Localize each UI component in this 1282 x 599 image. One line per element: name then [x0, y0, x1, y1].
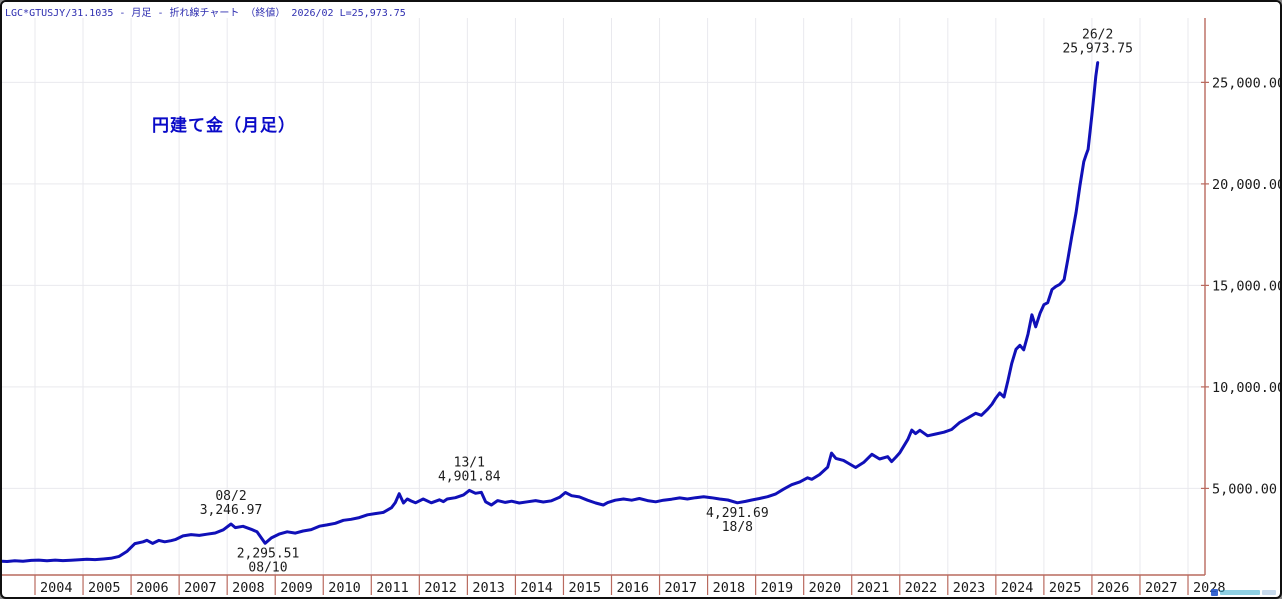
price-annotation: 08/10	[248, 560, 287, 575]
y-tick-label: 10,000.00	[1212, 380, 1280, 396]
x-tick-label: 2005	[88, 580, 121, 596]
x-tick-label: 2016	[617, 580, 650, 596]
y-tick-label: 25,000.00	[1212, 75, 1280, 91]
watermark-block	[1211, 588, 1218, 596]
x-tick-label: 2022	[905, 580, 938, 596]
x-tick-label: 2018	[713, 580, 746, 596]
x-tick-label: 2023	[953, 580, 986, 596]
watermark-block	[1262, 589, 1276, 595]
chart-title: 円建て金（月足）	[152, 116, 296, 136]
x-tick-label: 2020	[809, 580, 842, 596]
x-tick-label: 2004	[40, 580, 73, 596]
x-tick-label: 2008	[232, 580, 265, 596]
x-tick-label: 2012	[424, 580, 457, 596]
price-annotation: 3,246.97	[200, 503, 263, 518]
x-tick-label: 2014	[520, 580, 553, 596]
header-title: LGC*GTUSJY/31.1035 - 月足 - 折れ線チャート （終値） 2…	[5, 8, 406, 19]
x-tick-label: 2021	[857, 580, 890, 596]
x-tick-label: 2013	[472, 580, 505, 596]
price-annotation: 25,973.75	[1062, 42, 1132, 57]
x-tick-label: 2011	[376, 580, 409, 596]
x-tick-label: 2019	[761, 580, 794, 596]
price-annotation: 26/2	[1082, 28, 1113, 43]
price-annotation: 18/8	[722, 520, 753, 535]
y-tick-label: 20,000.00	[1212, 177, 1280, 193]
x-tick-label: 2024	[1001, 580, 1034, 596]
watermark-block	[1220, 589, 1260, 595]
x-tick-label: 2006	[136, 580, 169, 596]
x-tick-label: 2007	[184, 580, 217, 596]
watermark-logo	[1211, 588, 1276, 596]
header-bar: LGC*GTUSJY/31.1035 - 月足 - 折れ線チャート （終値） 2…	[2, 2, 1280, 19]
x-tick-label: 2025	[1049, 580, 1082, 596]
x-tick-label: 2017	[665, 580, 698, 596]
x-tick-label: 2027	[1145, 580, 1178, 596]
y-tick-label: 15,000.00	[1212, 278, 1280, 294]
x-tick-label: 2026	[1097, 580, 1130, 596]
price-annotation: 2,295.51	[237, 546, 300, 561]
y-tick-label: 5,000.00	[1212, 481, 1277, 497]
x-tick-label: 2015	[568, 580, 601, 596]
price-annotation: 4,291.69	[706, 506, 769, 521]
x-tick-label: 2010	[328, 580, 361, 596]
price-annotation: 13/1	[454, 455, 485, 470]
x-tick-label: 2009	[280, 580, 313, 596]
price-line	[2, 61, 1100, 563]
price-annotation: 4,901.84	[438, 469, 501, 484]
price-annotation: 08/2	[215, 489, 246, 504]
